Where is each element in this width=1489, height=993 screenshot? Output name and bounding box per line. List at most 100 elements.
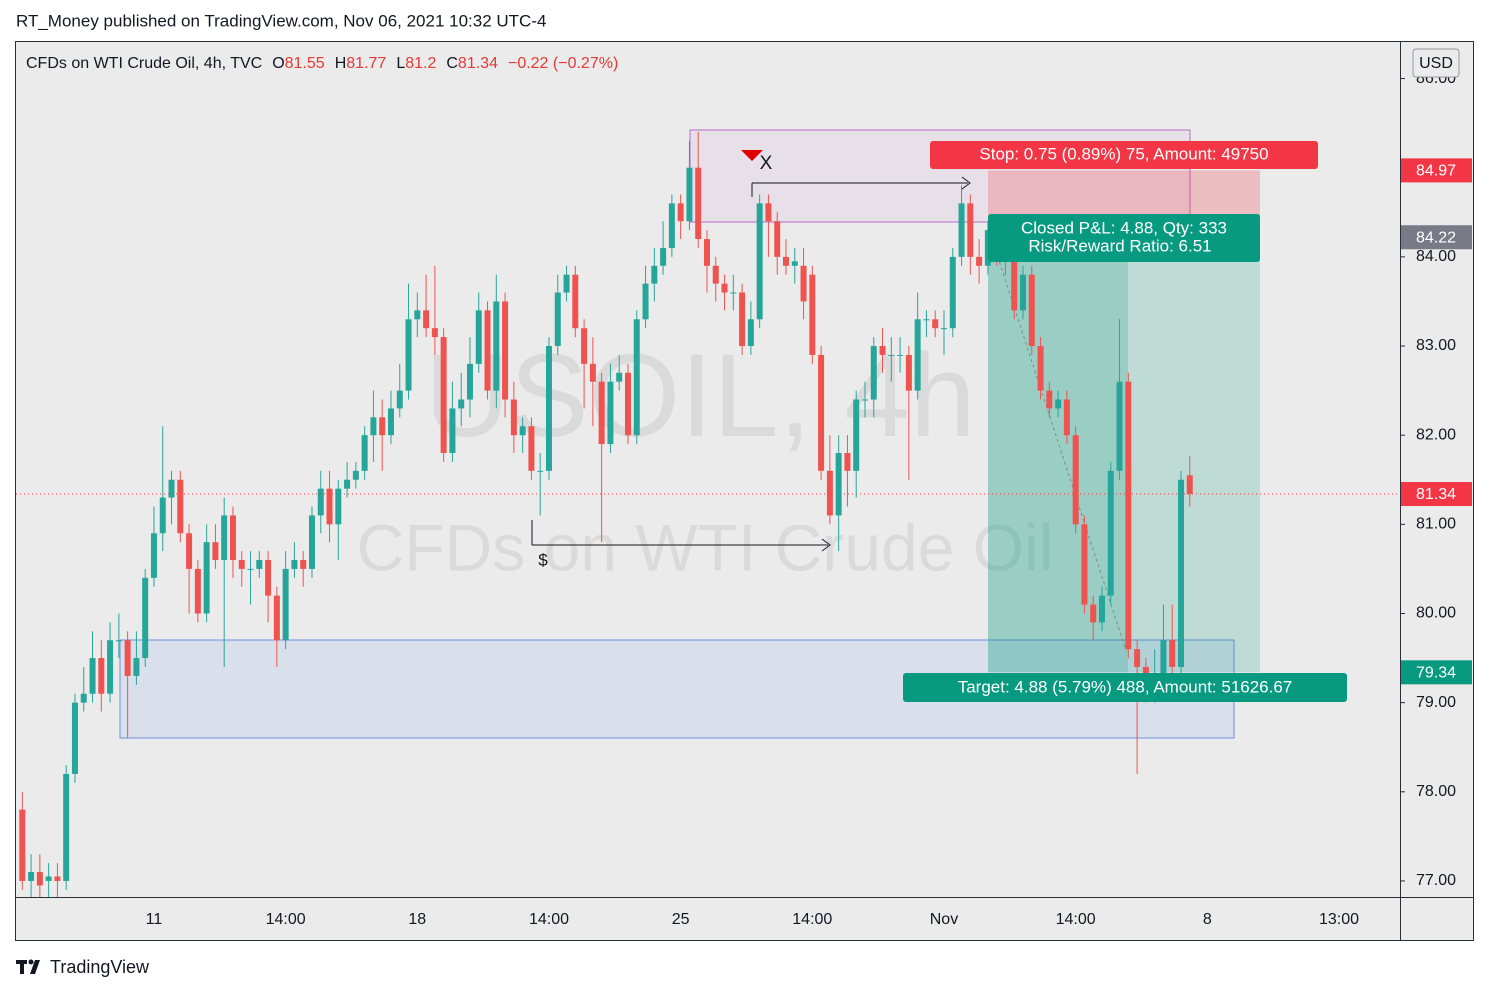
legend-key: C (446, 55, 458, 72)
candle-body (1037, 346, 1044, 391)
stop-label-box (930, 141, 1318, 169)
candle-body (414, 310, 421, 320)
candle-body (89, 658, 96, 694)
x-tick-label: 14:00 (266, 911, 306, 928)
x-tick-label: 11 (146, 911, 163, 928)
candle-body (379, 417, 386, 436)
legend-key: H (335, 55, 347, 72)
legend-key: O (272, 55, 284, 72)
candle-body (344, 479, 351, 489)
x-tick-label: 14:00 (792, 911, 832, 928)
legend-open: 81.55 (285, 55, 325, 72)
marker-dollar: $ (538, 550, 548, 569)
candle-body (458, 399, 465, 409)
x-tick-label: 25 (672, 911, 690, 928)
candle-body (984, 230, 991, 266)
candle-body (291, 559, 298, 569)
candle-body (528, 426, 535, 471)
candle-body (1107, 470, 1114, 596)
x-tick-label: 18 (408, 911, 426, 928)
candle-body (475, 310, 482, 364)
candle-body (1055, 399, 1062, 409)
candle-body (703, 239, 710, 266)
candle-body (765, 203, 772, 222)
candle-body (879, 346, 886, 355)
price-tag (1401, 660, 1472, 685)
candle-body (1019, 274, 1026, 311)
candle-body (914, 319, 921, 391)
candle-body (168, 479, 175, 498)
candle-body (949, 256, 956, 329)
y-tick-label: 80.00 (1416, 605, 1456, 622)
candle-body (791, 261, 798, 266)
candle-body (115, 640, 122, 642)
candle-body (1169, 640, 1176, 667)
candle-body (581, 328, 588, 364)
legend-change: −0.22 (−0.27%) (508, 55, 618, 72)
legend-low: 81.2 (405, 55, 436, 72)
price-axis: 77.00 78.00 79.00 80.00 81.00 82.00 83.00 84.00… (146, 48, 1472, 928)
candle-body (484, 310, 491, 391)
x-tick-label: Nov (930, 911, 958, 928)
candle-body (308, 515, 315, 569)
y-tick-label: 78.00 (1416, 783, 1456, 800)
candle-body (186, 533, 193, 569)
candle-body (19, 809, 26, 881)
candle-body (633, 319, 640, 436)
candle-body (247, 568, 254, 570)
currency-box (1412, 48, 1460, 78)
candle-body (203, 542, 210, 614)
candle-body (370, 417, 377, 436)
candle-body (326, 488, 333, 525)
candle-body (721, 283, 728, 293)
candle-body (335, 488, 342, 525)
logo-part (28, 959, 34, 965)
candle-body (739, 292, 746, 347)
candle-body (63, 773, 70, 881)
candle-body (747, 319, 754, 347)
candle-body (660, 247, 667, 266)
candle-body (502, 301, 509, 400)
candle-body (1028, 274, 1035, 347)
candle-body (440, 337, 447, 454)
candle-body (1116, 381, 1123, 471)
candle-body (519, 426, 526, 436)
candle-body (98, 658, 105, 694)
candle-body (870, 346, 877, 400)
logo-part (30, 960, 40, 974)
logo-part (20, 960, 24, 974)
candle-body (774, 221, 781, 257)
header: RT_Money published on TradingView.com, N… (16, 11, 546, 30)
candle-body (616, 372, 623, 382)
candle-body (431, 328, 438, 338)
candle-body (282, 568, 289, 641)
x-tick-label: 14:00 (1056, 911, 1096, 928)
price-tag (1401, 225, 1472, 250)
candle-body (940, 328, 947, 330)
annotations: X $ Stop: 0.75 (0.89%) 75, Amount: 49750… (531, 141, 1347, 702)
chart-frame (15, 41, 1474, 941)
price-tag-label: 84.22 (1416, 229, 1456, 246)
candle-body (1186, 475, 1193, 495)
candle-body (238, 559, 245, 569)
candle-body (712, 265, 719, 284)
candle-body (124, 640, 131, 676)
legend-symbol: CFDs on WTI Crude Oil, 4h, TVC (26, 55, 262, 72)
legend-key: L (396, 55, 405, 72)
price-tag (1401, 482, 1472, 507)
candle-body (826, 470, 833, 516)
stop-label: Stop: 0.75 (0.89%) 75, Amount: 49750 (979, 144, 1268, 163)
candle-body (1090, 604, 1097, 623)
marker-x: X (760, 153, 773, 174)
candle-body (273, 595, 280, 641)
candle-body (265, 559, 272, 596)
candle-body (159, 497, 166, 534)
candle-body (229, 515, 236, 560)
candle-body (905, 354, 912, 391)
candle-body (71, 702, 78, 774)
candle-body (1098, 595, 1105, 623)
candle-body (361, 435, 368, 471)
candle-body (624, 372, 631, 436)
candle-body (1081, 524, 1088, 605)
y-tick-label: 82.00 (1416, 426, 1456, 443)
